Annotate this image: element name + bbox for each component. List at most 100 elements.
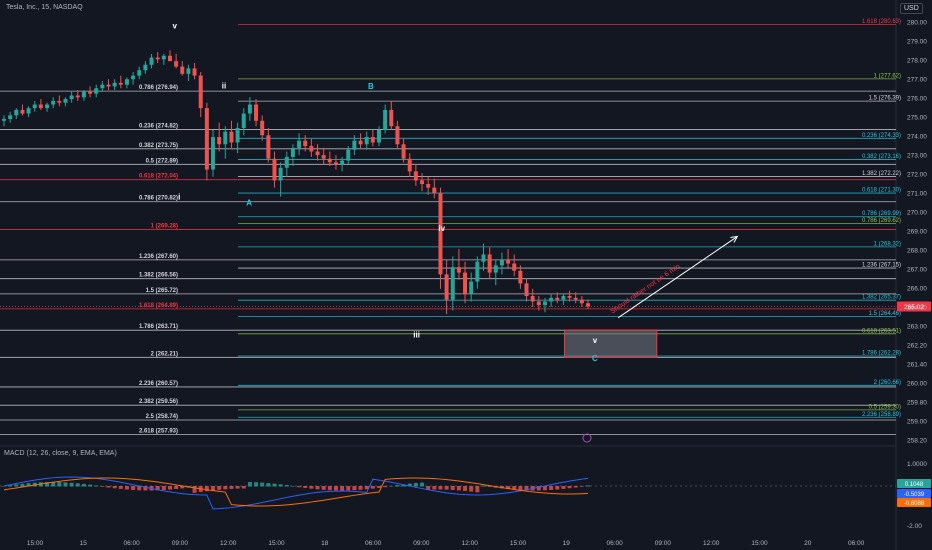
candle-body (370, 137, 375, 143)
candle-body (420, 180, 425, 185)
macd-bar (284, 485, 289, 487)
candle-body (38, 104, 43, 109)
fib-label: 1 (268.32) (874, 241, 901, 247)
candle-body (346, 149, 351, 161)
candle-body (549, 297, 554, 302)
macd-bar (456, 486, 461, 491)
macd-bar (131, 486, 136, 490)
candle-body (235, 128, 240, 143)
candle-body (51, 100, 56, 105)
macd-bar (315, 486, 320, 490)
macd-bar (512, 486, 517, 490)
fib-label: 1.618 (264.89) (139, 303, 178, 309)
time-tick: 06:00 (365, 540, 382, 547)
price-tick: 278.00 (907, 58, 927, 65)
candle-body (333, 162, 338, 165)
macd-bar (327, 486, 332, 491)
macd-bar (586, 485, 590, 487)
macd-bar (481, 485, 486, 487)
candle-body (20, 109, 25, 114)
fib-label: 1.786 (262.28) (862, 351, 901, 357)
macd-bar (389, 485, 394, 487)
fib-label: 0.618 (263.51) (862, 328, 901, 334)
macd-bar (542, 486, 547, 491)
macd-bar (88, 484, 93, 487)
macd-bar (309, 486, 314, 489)
macd-bar (364, 486, 369, 490)
price-tick: 258.20 (907, 438, 927, 445)
candle-body (266, 135, 271, 159)
fib-label: 0.786 (269.62) (862, 218, 901, 224)
time-tick: 20 (804, 540, 812, 547)
fib-label: 1.382 (272.22) (862, 171, 901, 177)
macd-bar (518, 486, 523, 491)
price-tick: 268.00 (907, 248, 927, 255)
macd-bar (45, 482, 50, 487)
candle-body (432, 187, 437, 194)
currency-button[interactable]: USD (900, 3, 923, 14)
price-tick: 273.00 (907, 153, 927, 160)
candle-body (376, 129, 381, 143)
price-tick: 270.00 (907, 210, 927, 217)
macd-bar (167, 486, 172, 490)
macd-bar (106, 486, 111, 488)
time-tick: 19 (563, 540, 571, 547)
price-tick: 279.00 (907, 39, 927, 46)
macd-bar (94, 485, 99, 487)
macd-bar (573, 486, 578, 488)
time-tick: 06:00 (848, 540, 865, 547)
candle-body (444, 274, 449, 300)
candle-body (32, 104, 37, 109)
fib-label: 0.786 (270.82) (139, 196, 178, 202)
fib-label: 1.786 (263.71) (139, 324, 178, 330)
fib-label: 1.382 (266.56) (139, 273, 178, 279)
candle-body (358, 140, 363, 145)
macd-bar (352, 486, 357, 491)
candle-body (278, 167, 283, 181)
macd-bar (69, 482, 74, 487)
macd-bar (57, 482, 62, 487)
candle-body (192, 68, 197, 76)
price-tick: 259.80 (907, 400, 927, 407)
candle-body (88, 91, 93, 94)
time-tick: 15:00 (751, 540, 768, 547)
macd-bar (223, 486, 228, 490)
candle-body (499, 259, 504, 266)
macd-tag (897, 489, 931, 498)
macd-bar (100, 486, 105, 487)
candle-body (524, 283, 529, 297)
time-tick: 12:00 (462, 540, 479, 547)
time-tick: 18 (321, 540, 329, 547)
macd-bar (413, 483, 418, 487)
candle-body (241, 113, 246, 129)
macd-bar (254, 482, 259, 487)
candle-body (555, 297, 560, 300)
price-tick: 267.00 (907, 267, 927, 274)
macd-tick: -2.00 (907, 523, 922, 530)
candle-body (303, 140, 308, 147)
time-tick: 09:00 (172, 540, 189, 547)
fib-label: 2.236 (258.89) (862, 412, 901, 418)
macd-bar (321, 486, 326, 490)
macd-bar (370, 486, 375, 489)
macd-bar (395, 485, 400, 487)
price-tick: 277.00 (907, 77, 927, 84)
event-icon (582, 433, 592, 443)
fib-label: 0.5 (272.89) (146, 158, 178, 164)
macd-bar (278, 484, 283, 487)
time-tick: 09:00 (655, 540, 672, 547)
time-tick: 06:00 (123, 540, 140, 547)
annotation-text: Should rather not be 6 min (609, 263, 681, 315)
macd-bar (487, 486, 492, 487)
macd-bar (444, 486, 449, 490)
fib-label: 0.786 (269.99) (862, 211, 901, 217)
candle-body (463, 272, 468, 295)
candle-body (204, 108, 209, 170)
candle-body (45, 104, 50, 109)
fib-label: 0.382 (273.75) (139, 143, 178, 149)
candle-body (586, 303, 590, 307)
macd-bar (14, 484, 19, 487)
macd-bar (26, 483, 31, 487)
candle-body (309, 146, 314, 152)
